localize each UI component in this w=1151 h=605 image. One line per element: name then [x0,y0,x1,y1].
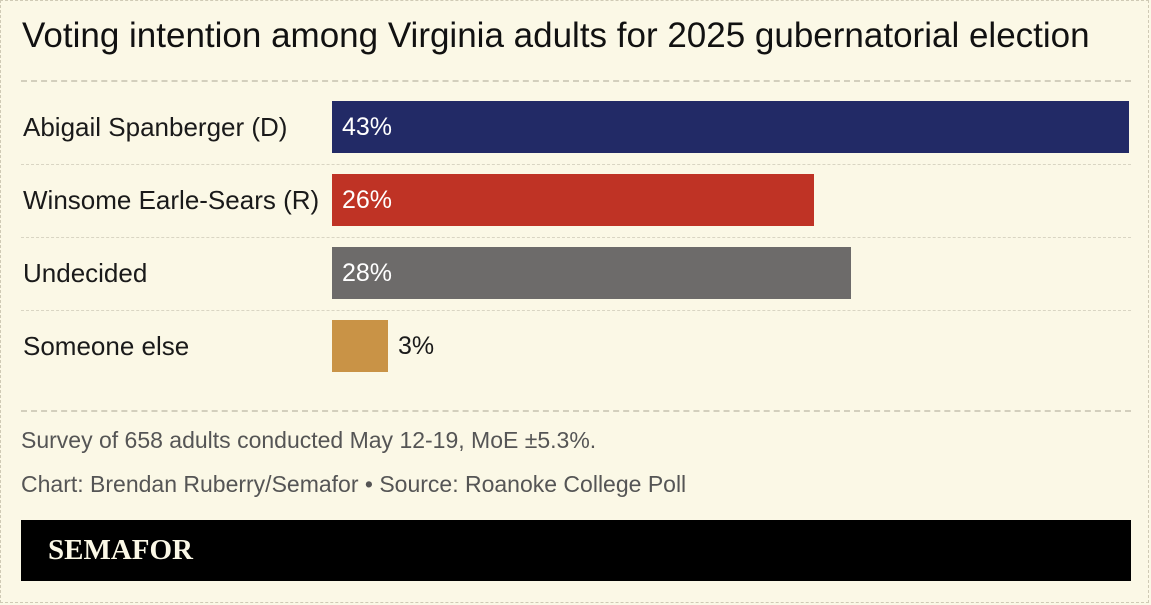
credit-note: Chart: Brendan Ruberry/Semafor • Source:… [21,471,687,497]
category-label: Winsome Earle-Sears (R) [23,185,320,215]
bar [332,101,1129,153]
value-label: 26% [342,186,393,214]
category-label: Undecided [23,258,148,288]
notes-separator [21,410,1131,412]
bar [332,247,851,299]
bar-row: Abigail Spanberger (D) 43% [21,101,1131,174]
footer-bar: SEMAFOR [21,520,1131,581]
row-separator [21,310,1131,311]
bar-row: Someone else 3% [21,320,1131,393]
row-separator [21,164,1131,165]
category-label: Abigail Spanberger (D) [23,112,288,142]
bar [332,320,388,372]
bar-row: Undecided 28% [21,247,1131,320]
semafor-logo: SEMAFOR [48,534,193,566]
row-separator [21,237,1131,238]
bar-row: Winsome Earle-Sears (R) 26% [21,174,1131,247]
title-separator [21,80,1131,82]
value-label: 43% [342,113,393,141]
value-label: 28% [342,259,393,287]
survey-note: Survey of 658 adults conducted May 12-19… [21,427,597,453]
chart-title: Voting intention among Virginia adults f… [22,16,1090,55]
category-label: Someone else [23,331,190,361]
bar [332,174,814,226]
value-label: 3% [398,332,435,360]
